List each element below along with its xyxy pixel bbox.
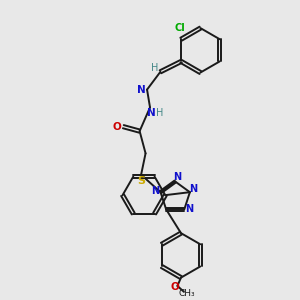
Text: O: O <box>112 122 121 132</box>
Text: N: N <box>189 184 197 194</box>
Text: CH₃: CH₃ <box>178 289 195 298</box>
Text: N: N <box>151 186 159 196</box>
Text: H: H <box>151 63 158 73</box>
Text: N: N <box>186 204 194 214</box>
Text: N: N <box>137 85 146 94</box>
Text: Cl: Cl <box>174 23 185 33</box>
Text: S: S <box>137 176 145 186</box>
Text: O: O <box>170 282 179 292</box>
Text: N: N <box>172 172 181 182</box>
Text: H: H <box>156 108 163 118</box>
Text: N: N <box>147 108 156 118</box>
